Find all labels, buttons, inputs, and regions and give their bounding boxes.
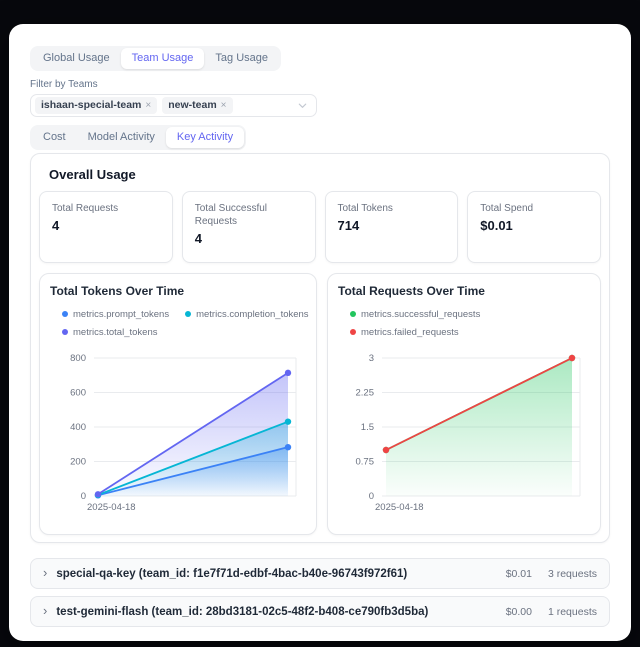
requests-chart-legend: metrics.successful_requests metrics.fail…: [350, 305, 590, 341]
stat-label: Total Requests: [52, 203, 119, 214]
tokens-chart-legend: metrics.prompt_tokens metrics.completion…: [62, 305, 309, 341]
key-request-count: 3 requests: [547, 567, 597, 580]
stat-label: Total Tokens: [337, 203, 393, 214]
legend-dot-icon: [185, 311, 192, 317]
legend-successful-requests: metrics.successful_requests: [350, 309, 480, 320]
data-point: [284, 418, 292, 425]
data-point: [568, 354, 576, 362]
tokens-chart-title: Total Tokens Over Time: [50, 284, 185, 298]
stat-value: 4: [194, 231, 202, 246]
remove-team-icon[interactable]: ×: [220, 100, 227, 111]
y-tick-label: 1.5: [361, 422, 374, 433]
series-line: [97, 446, 289, 497]
requests-chart-card: Total Requests Over Time metrics.success…: [327, 273, 601, 535]
legend-dot-icon: [350, 329, 356, 335]
key-name: special-qa-key (team_id: f1e7f71d-edbf-4…: [56, 567, 408, 580]
y-tick-label: 0: [81, 491, 86, 502]
y-tick-label: 200: [70, 457, 86, 468]
key-row-test-gemini-flash[interactable]: › test-gemini-flash (team_id: 28bd3181-0…: [30, 596, 610, 627]
y-tick-label: 0: [369, 491, 374, 502]
series-line: [97, 372, 289, 496]
series-line: [385, 357, 573, 451]
key-spend: $0.01: [505, 567, 532, 580]
stat-value: $0.01: [480, 218, 513, 233]
stat-value: 714: [337, 218, 360, 233]
series-line: [97, 420, 289, 496]
y-tick-label: 400: [70, 422, 86, 433]
key-request-count: 1 requests: [547, 605, 597, 618]
legend-dot-icon: [62, 311, 68, 317]
legend-label: metrics.prompt_tokens: [73, 308, 170, 320]
key-name: test-gemini-flash (team_id: 28bd3181-02c…: [56, 605, 429, 618]
charts-row: Total Tokens Over Time metrics.prompt_to…: [39, 273, 601, 535]
tab-key-activity[interactable]: Key Activity: [165, 127, 245, 148]
x-axis-label: 2025-04-18: [375, 502, 424, 513]
usage-page: Global Usage Team Usage Tag Usage Filter…: [9, 24, 631, 627]
stat-total-requests: Total Requests 4: [39, 191, 173, 263]
legend-prompt-tokens: metrics.prompt_tokens: [62, 309, 169, 320]
stat-total-spend: Total Spend $0.01: [467, 191, 601, 263]
overall-usage-title: Overall Usage: [49, 167, 136, 182]
tab-cost[interactable]: Cost: [43, 131, 66, 143]
tab-global-usage[interactable]: Global Usage: [43, 52, 110, 64]
remove-team-icon[interactable]: ×: [145, 100, 152, 111]
tab-model-activity[interactable]: Model Activity: [87, 131, 155, 143]
legend-total-tokens: metrics.total_tokens: [62, 327, 157, 338]
activity-tabs: Cost Model Activity Key Activity: [30, 125, 247, 150]
team-chip-label: ishaan-special-team: [41, 99, 142, 111]
y-tick-label: 800: [70, 353, 86, 364]
data-point: [284, 369, 292, 377]
legend-dot-icon: [350, 311, 356, 317]
stat-cards: Total Requests 4 Total Successful Reques…: [39, 191, 601, 263]
requests-chart-title: Total Requests Over Time: [338, 284, 485, 298]
area-fill: [386, 358, 572, 496]
chevron-down-icon[interactable]: [297, 100, 308, 111]
filter-by-teams-label: Filter by Teams: [30, 79, 98, 90]
legend-label: metrics.total_tokens: [73, 326, 158, 338]
requests-area-chart: 0 0.75 1.5 2.25 3 2025-04-18: [356, 353, 581, 513]
tokens-chart-card: Total Tokens Over Time metrics.prompt_to…: [39, 273, 317, 535]
key-row-special-qa-key[interactable]: › special-qa-key (team_id: f1e7f71d-edbf…: [30, 558, 610, 589]
stat-value: 4: [52, 218, 60, 233]
y-tick-label: 600: [70, 388, 86, 399]
overall-usage-panel: Overall Usage Total Requests 4 Total Suc…: [30, 153, 610, 543]
y-tick-label: 3: [369, 353, 374, 364]
y-tick-label: 2.25: [356, 388, 375, 399]
team-chip-ishaan-special-team: ishaan-special-team ×: [35, 97, 158, 114]
teams-multiselect[interactable]: ishaan-special-team × new-team ×: [30, 94, 317, 117]
y-tick-label: 0.75: [356, 457, 375, 468]
tab-team-usage[interactable]: Team Usage: [120, 48, 205, 69]
stat-total-successful-requests: Total Successful Requests 4: [181, 191, 316, 263]
data-point: [94, 491, 102, 498]
legend-dot-icon: [62, 329, 68, 335]
chevron-right-icon[interactable]: ›: [43, 565, 48, 580]
legend-label: metrics.successful_requests: [361, 308, 481, 320]
legend-completion-tokens: metrics.completion_tokens: [185, 308, 309, 320]
key-spend: $0.00: [505, 605, 532, 618]
data-point: [382, 446, 390, 454]
stat-label: Total Spend: [480, 203, 534, 214]
team-chip-new-team: new-team ×: [162, 97, 233, 114]
x-axis-label: 2025-04-18: [87, 502, 136, 513]
usage-scope-tabs: Global Usage Team Usage Tag Usage: [30, 46, 282, 71]
tab-tag-usage[interactable]: Tag Usage: [215, 52, 269, 64]
app-window: Global Usage Team Usage Tag Usage Filter…: [9, 24, 631, 641]
team-chip-label: new-team: [168, 99, 217, 111]
legend-label: metrics.failed_requests: [361, 326, 459, 338]
tokens-area-chart: 0 200 400 600 800 2025-04-18: [70, 353, 297, 513]
stat-total-tokens: Total Tokens 714: [324, 191, 459, 263]
stat-label: Total Successful Requests: [194, 203, 268, 227]
data-point: [284, 443, 292, 451]
chevron-right-icon[interactable]: ›: [43, 603, 48, 618]
legend-label: metrics.completion_tokens: [196, 308, 309, 320]
legend-failed-requests: metrics.failed_requests: [350, 327, 459, 338]
